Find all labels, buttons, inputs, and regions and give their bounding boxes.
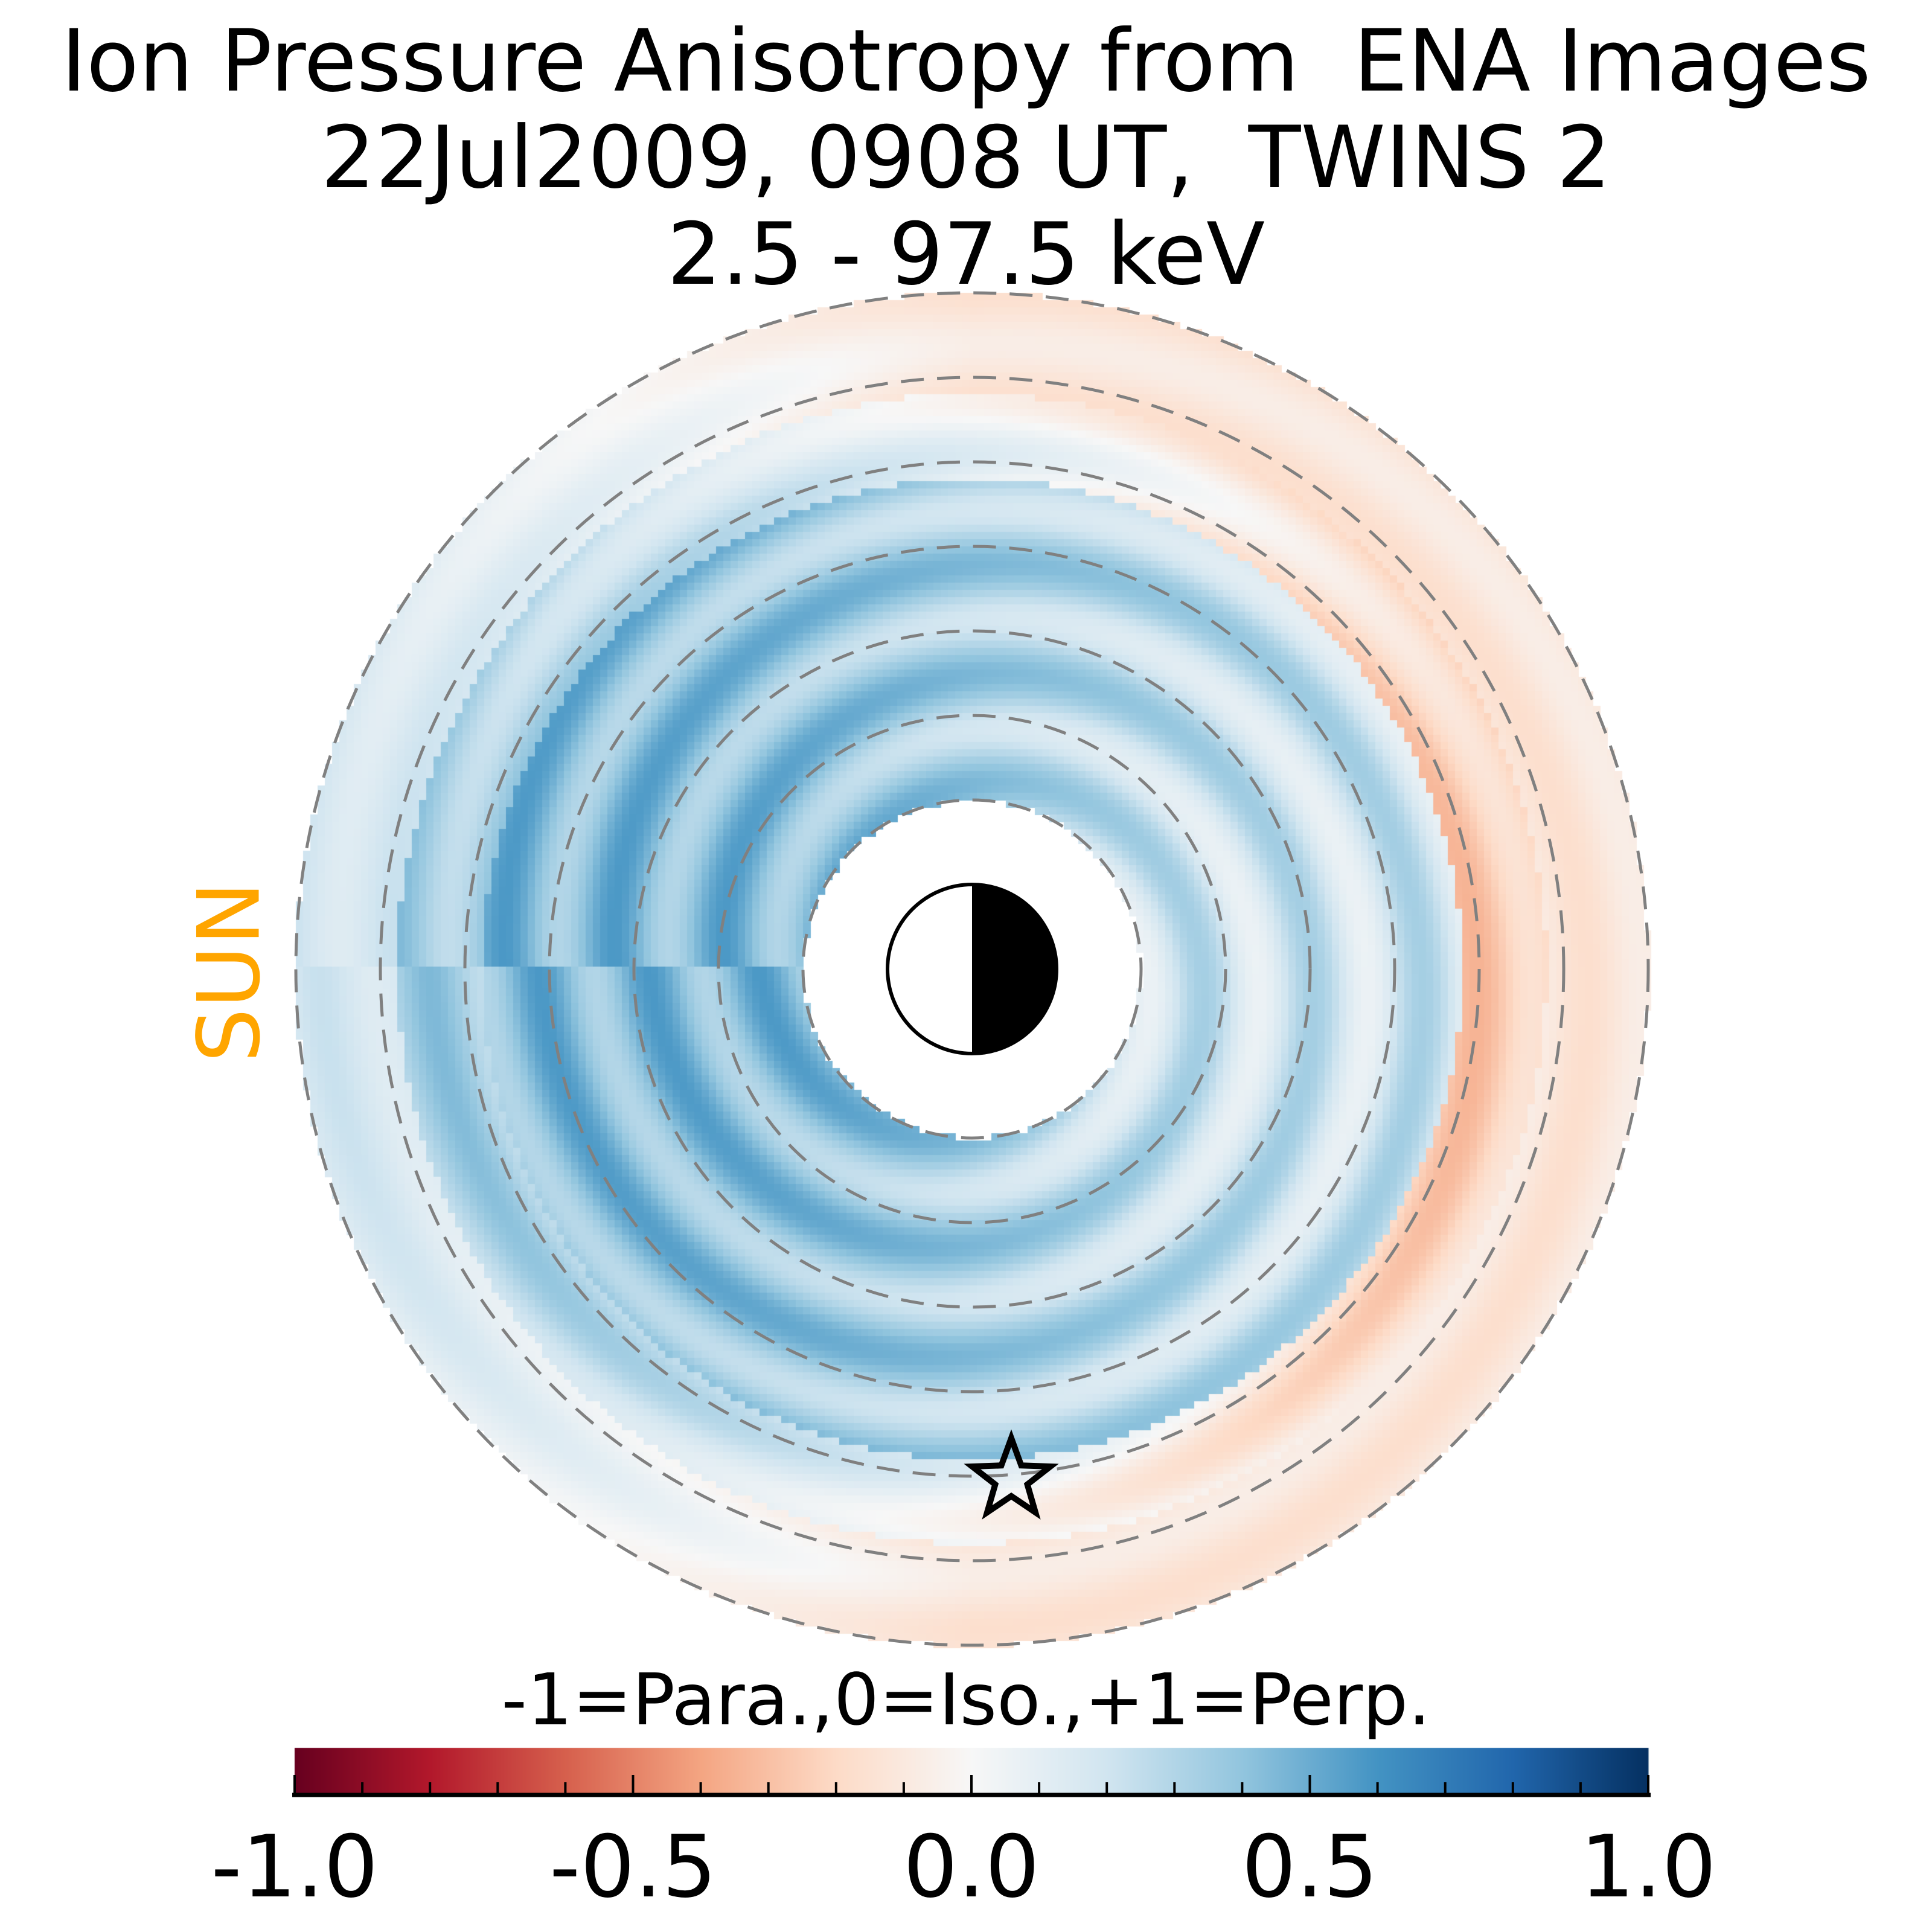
- dashed-circle-8re: [294, 291, 1650, 1647]
- earth-dayside-icon: [886, 883, 1058, 1055]
- colorbar-label: -1=Para.,0=Iso.,+1=Perp.: [501, 1658, 1431, 1741]
- chart-title-line-3: 2.5 - 97.5 keV: [667, 205, 1265, 304]
- earth-nightside-icon: [972, 884, 1057, 1054]
- dashed-circle-3re: [717, 714, 1227, 1224]
- colorbar-tick-label: 0.0: [903, 1817, 1040, 1917]
- colorbar-tick-label: -1.0: [211, 1817, 379, 1917]
- sun-direction-label: SUN: [179, 881, 280, 1063]
- dashed-circle-4re: [632, 629, 1312, 1309]
- chart-title-line-1: Ion Pressure Anisotropy from ENA Images: [61, 11, 1871, 111]
- spacecraft-star-icon: [964, 1429, 1059, 1520]
- dashed-circle-6re: [463, 460, 1481, 1478]
- colorbar-tick-label: 1.0: [1580, 1817, 1716, 1917]
- dashed-circle-5re: [548, 545, 1396, 1393]
- chart-title-line-2: 22Jul2009, 0908 UT, TWINS 2: [321, 108, 1611, 208]
- dashed-circle-2re: [801, 798, 1143, 1140]
- colorbar-tick-label: -0.5: [549, 1817, 717, 1917]
- colorbar-tick-label: 0.5: [1241, 1817, 1378, 1917]
- dashed-circle-7re: [379, 376, 1566, 1563]
